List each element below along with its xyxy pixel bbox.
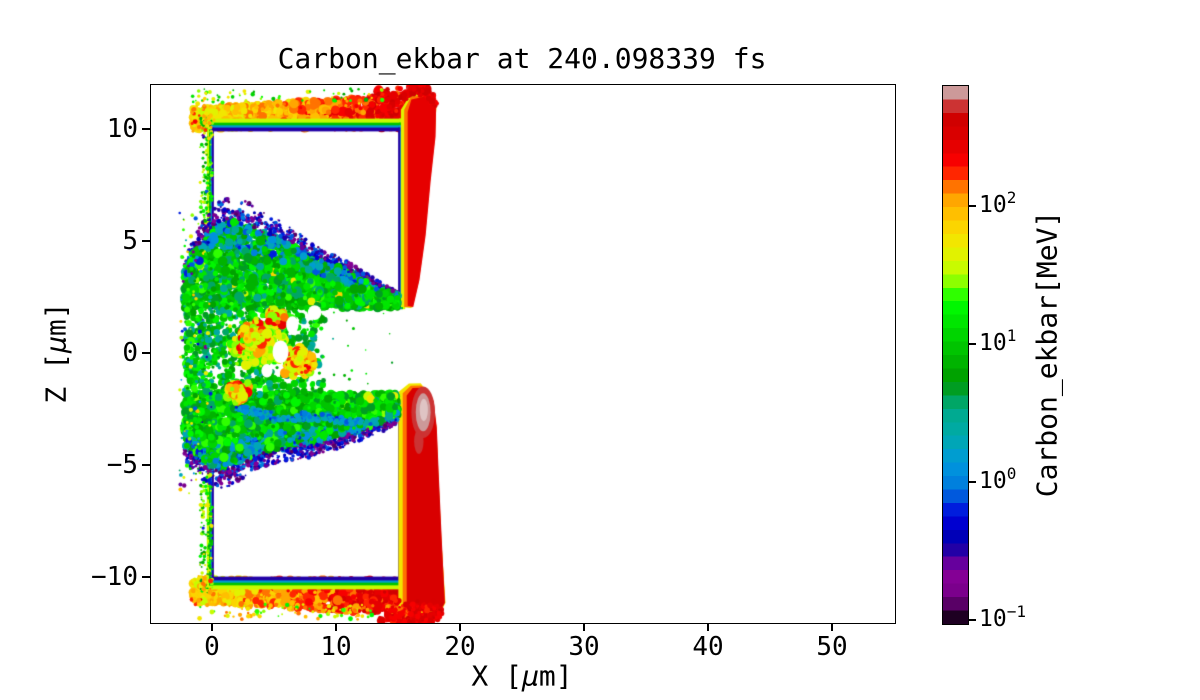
y-tick-label: 5 xyxy=(122,225,138,256)
colorbar-tick-label: 102 xyxy=(979,187,1017,218)
x-tick-label: 50 xyxy=(816,632,848,662)
y-tick-label: −5 xyxy=(106,450,138,481)
colorbar-tick-mark xyxy=(969,204,976,207)
x-tick-mark xyxy=(459,623,461,631)
colorbar-tick-mark xyxy=(969,619,976,622)
colorbar-tick-mark xyxy=(969,480,976,483)
x-tick-label: 30 xyxy=(568,632,600,662)
y-axis-label: Z [μm] xyxy=(39,302,73,404)
chart-title: Carbon_ekbar at 240.098339 fs xyxy=(277,42,767,75)
x-axis-label: X [μm] xyxy=(471,659,573,693)
x-tick-mark xyxy=(583,623,585,631)
colorbar-tick-mark xyxy=(969,342,976,345)
colorbar xyxy=(942,85,969,625)
colorbar-tick-label: 10−1 xyxy=(979,602,1026,633)
y-tick-label: 0 xyxy=(122,338,138,368)
y-tick-mark xyxy=(142,352,150,354)
x-tick-label: 40 xyxy=(692,632,724,662)
plot-canvas xyxy=(151,85,895,623)
x-tick-label: 0 xyxy=(204,632,220,662)
y-tick-mark xyxy=(142,464,150,467)
x-tick-mark xyxy=(335,623,337,631)
colorbar-tick-label: 101 xyxy=(979,325,1017,356)
x-tick-mark xyxy=(831,623,833,631)
y-tick-mark xyxy=(142,239,150,242)
y-tick-label: −10 xyxy=(91,562,138,593)
x-tick-mark xyxy=(211,623,213,631)
x-tick-label: 20 xyxy=(444,632,476,662)
y-tick-label: 10 xyxy=(106,113,138,144)
x-tick-mark xyxy=(707,623,709,631)
x-tick-label: 10 xyxy=(320,632,352,662)
colorbar-tick-label: 100 xyxy=(979,463,1017,494)
colorbar-label: Carbon_ekbar[MeV] xyxy=(1030,210,1064,498)
y-tick-mark xyxy=(142,576,150,579)
y-tick-mark xyxy=(142,127,150,130)
plot-area xyxy=(150,84,896,624)
